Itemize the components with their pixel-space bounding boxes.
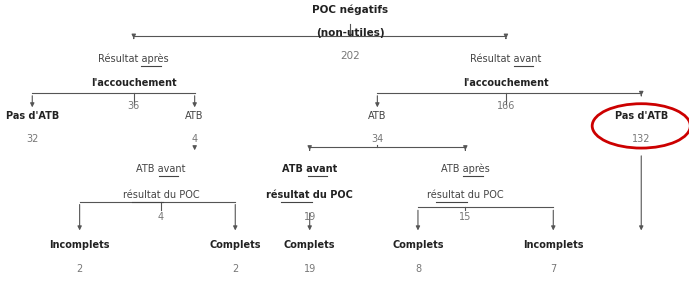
Text: POC négatifs: POC négatifs xyxy=(313,5,388,15)
Text: ATB: ATB xyxy=(368,111,386,121)
Text: l'accouchement: l'accouchement xyxy=(91,78,177,88)
Text: 19: 19 xyxy=(304,264,316,274)
Text: Complets: Complets xyxy=(392,240,444,250)
Text: ATB avant: ATB avant xyxy=(282,164,337,174)
Text: résultat du POC: résultat du POC xyxy=(427,190,504,200)
Text: (non-utiles): (non-utiles) xyxy=(316,28,384,38)
Text: Résultat avant: Résultat avant xyxy=(470,54,542,64)
Text: l'accouchement: l'accouchement xyxy=(463,78,549,88)
Text: Complets: Complets xyxy=(284,240,335,250)
Text: 4: 4 xyxy=(192,134,198,144)
Text: 2: 2 xyxy=(232,264,238,274)
Text: 202: 202 xyxy=(340,51,360,61)
Text: résultat du POC: résultat du POC xyxy=(266,190,353,200)
Text: Incomplets: Incomplets xyxy=(50,240,110,250)
Text: 36: 36 xyxy=(128,101,140,111)
Text: 4: 4 xyxy=(158,212,164,223)
Text: Résultat après: Résultat après xyxy=(99,53,169,64)
Text: ATB: ATB xyxy=(186,111,204,121)
Text: ATB avant: ATB avant xyxy=(136,164,186,174)
Text: 132: 132 xyxy=(632,134,651,144)
Text: 8: 8 xyxy=(415,264,421,274)
Text: 15: 15 xyxy=(459,212,471,223)
Text: Incomplets: Incomplets xyxy=(523,240,584,250)
Text: 7: 7 xyxy=(550,264,556,274)
Text: 2: 2 xyxy=(77,264,83,274)
Text: résultat du POC: résultat du POC xyxy=(123,190,199,200)
Text: Pas d'ATB: Pas d'ATB xyxy=(615,111,668,121)
Text: 34: 34 xyxy=(371,134,384,144)
Text: Complets: Complets xyxy=(210,240,261,250)
Text: 32: 32 xyxy=(26,134,39,144)
Text: 166: 166 xyxy=(497,101,515,111)
Text: 19: 19 xyxy=(304,212,316,223)
Text: ATB après: ATB après xyxy=(441,164,490,174)
Text: Pas d'ATB: Pas d'ATB xyxy=(6,111,59,121)
